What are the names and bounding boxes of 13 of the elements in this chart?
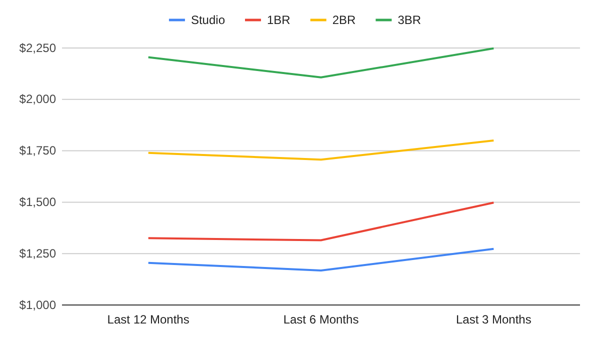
y-tick-label: $1,000 bbox=[19, 298, 56, 312]
legend-label: 3BR bbox=[398, 13, 422, 27]
y-tick-label: $1,750 bbox=[19, 144, 56, 158]
y-tick-label: $2,000 bbox=[19, 92, 56, 106]
legend-label: 1BR bbox=[267, 13, 291, 27]
y-tick-label: $1,500 bbox=[19, 195, 56, 210]
x-tick-label: Last 3 Months bbox=[456, 312, 532, 327]
y-tick-label: $2,250 bbox=[19, 40, 56, 55]
legend-label: 2BR bbox=[332, 13, 356, 27]
y-tick-label: $1,250 bbox=[19, 246, 56, 260]
x-tick-label: Last 6 Months bbox=[283, 312, 359, 327]
legend-label: Studio bbox=[190, 13, 226, 27]
x-tick-label: Last 12 Months bbox=[107, 312, 190, 327]
